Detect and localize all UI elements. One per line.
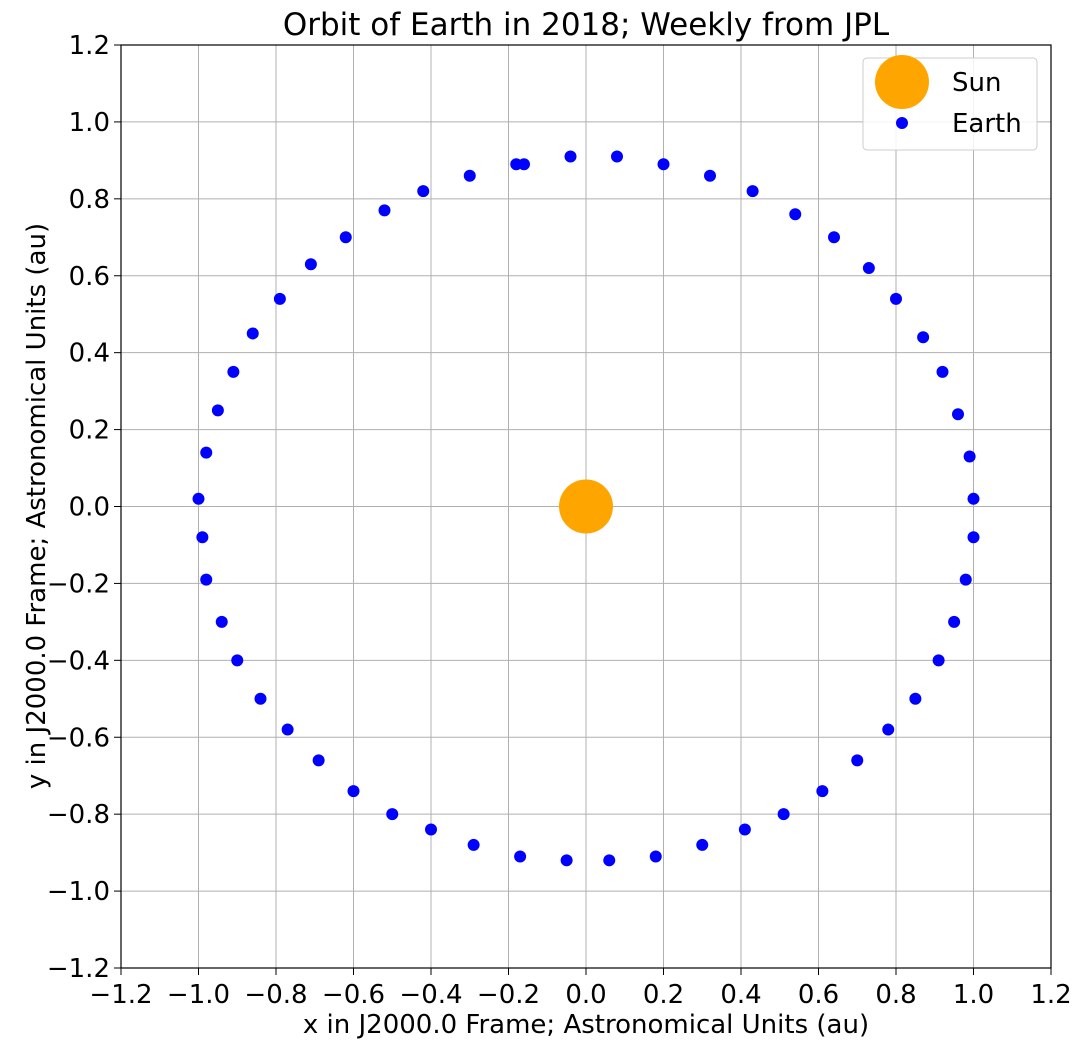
x-axis: −1.2 −1.0 −0.8 −0.6 −0.4 −0.2 0.0 0.2 0.4 0.6 0.8 1… <box>89 968 1072 1010</box>
earth-point <box>789 208 802 221</box>
x-tick-label: −1.0 <box>167 980 230 1010</box>
y-tick-label: 1.2 <box>69 31 110 61</box>
y-tick-label: 0.6 <box>69 262 110 292</box>
y-tick-label: −0.6 <box>47 723 110 753</box>
earth-point <box>514 850 527 863</box>
sun-point <box>559 479 613 534</box>
earth-point <box>215 615 228 628</box>
earth-point <box>917 331 930 344</box>
earth-point <box>564 150 577 163</box>
earth-point <box>211 404 224 417</box>
earth-point <box>649 850 662 863</box>
earth-point <box>738 823 751 836</box>
y-tick-label: −0.4 <box>47 646 110 676</box>
earth-point <box>936 365 949 378</box>
earth-point <box>862 262 875 275</box>
x-axis-label: x in J2000.0 Frame; Astronomical Units (… <box>303 1010 869 1040</box>
earth-point <box>312 754 325 767</box>
x-tick-label: 0.6 <box>798 980 839 1010</box>
earth-point <box>304 258 317 271</box>
earth-point <box>246 327 259 340</box>
earth-point <box>200 573 213 586</box>
earth-point <box>560 854 573 867</box>
legend-sun-marker <box>875 55 929 109</box>
earth-point <box>467 838 480 851</box>
legend-earth-label: Earth <box>952 109 1022 139</box>
x-tick-label: 1.0 <box>953 980 994 1010</box>
earth-point <box>227 365 240 378</box>
x-tick-label: −0.4 <box>399 980 462 1010</box>
earth-point <box>657 158 670 171</box>
x-tick-label: 0.8 <box>875 980 916 1010</box>
legend-earth-marker <box>896 117 908 129</box>
earth-point <box>851 754 864 767</box>
earth-point <box>746 185 759 198</box>
earth-point <box>828 231 840 244</box>
earth-point <box>909 692 922 705</box>
earth-point <box>890 292 902 305</box>
earth-point <box>777 808 790 821</box>
y-tick-label: −1.2 <box>47 954 110 984</box>
earth-point <box>192 492 205 505</box>
earth-point <box>281 723 294 736</box>
earth-point <box>339 231 352 244</box>
y-axis-label: y in J2000.0 Frame; Astronomical Units (… <box>22 223 52 789</box>
earth-point <box>425 823 437 836</box>
earth-point <box>603 854 616 867</box>
earth-point <box>967 492 980 505</box>
earth-point <box>696 838 709 851</box>
earth-point <box>386 808 399 821</box>
earth-point <box>952 408 964 421</box>
x-tick-label: 0.4 <box>720 980 761 1010</box>
y-tick-label: 0.4 <box>69 339 110 369</box>
y-tick-label: 1.0 <box>69 108 110 138</box>
earth-point <box>347 785 360 798</box>
earth-point <box>959 573 972 586</box>
earth-point <box>200 446 213 459</box>
earth-point <box>948 615 961 628</box>
y-axis: −1.2 −1.0 −0.8 −0.6 −0.4 −0.2 0.0 0.2 0.4 0.6 0.8 1… <box>47 31 121 984</box>
x-tick-label: −0.6 <box>322 980 385 1010</box>
x-tick-label: 0.2 <box>643 980 684 1010</box>
earth-point <box>704 169 716 182</box>
earth-point <box>196 531 209 544</box>
earth-point <box>816 785 829 798</box>
earth-point <box>417 185 430 198</box>
earth-point <box>273 292 286 305</box>
legend-sun-label: Sun <box>952 68 1001 98</box>
x-tick-label: 1.2 <box>1030 980 1071 1010</box>
earth-point <box>463 169 476 182</box>
earth-point <box>518 158 530 171</box>
earth-point <box>254 692 267 705</box>
legend: Sun Earth <box>862 55 1038 151</box>
y-tick-label: 0.0 <box>69 493 110 523</box>
earth-point <box>611 150 623 163</box>
x-tick-label: −0.8 <box>244 980 307 1010</box>
x-tick-label: −0.2 <box>477 980 540 1010</box>
y-tick-label: −1.0 <box>47 877 110 907</box>
earth-point <box>963 450 976 463</box>
earth-point <box>882 723 895 736</box>
earth-point <box>932 654 945 667</box>
y-tick-label: −0.2 <box>47 569 110 599</box>
chart-title: Orbit of Earth in 2018; Weekly from JPL <box>283 7 890 43</box>
y-tick-label: −0.8 <box>47 800 110 830</box>
data-points <box>192 150 980 867</box>
x-tick-label: 0.0 <box>565 980 606 1010</box>
earth-point <box>967 531 980 544</box>
x-tick-label: −1.2 <box>89 980 152 1010</box>
earth-point <box>231 654 244 667</box>
earth-point <box>378 204 391 217</box>
y-tick-label: 0.8 <box>69 185 110 215</box>
y-tick-label: 0.2 <box>69 416 110 446</box>
